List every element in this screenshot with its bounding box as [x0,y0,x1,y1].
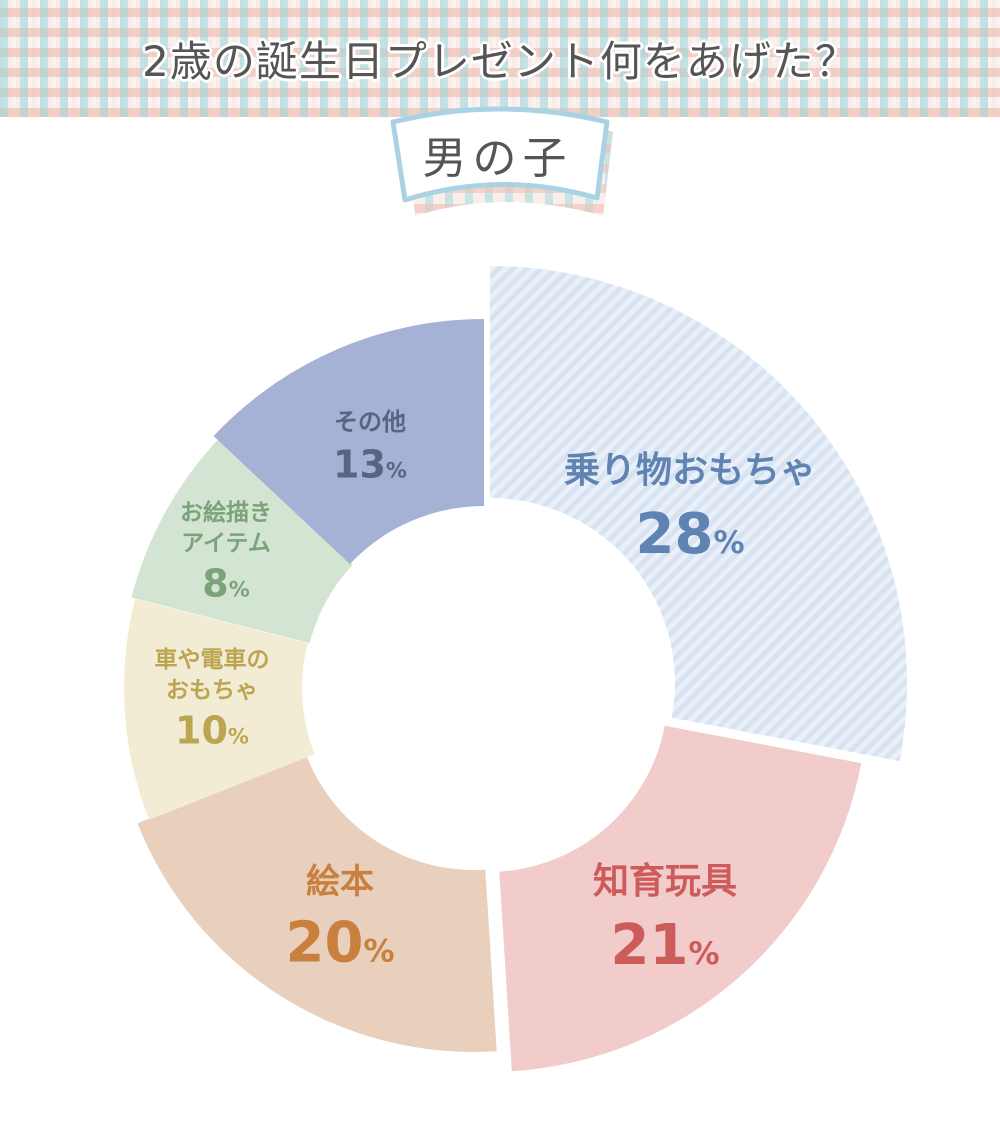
slice-label: 乗り物おもちゃ 28% [564,450,816,567]
donut-slice [131,438,353,644]
donut-slice [490,266,907,762]
plaid-header-band [0,0,1000,117]
slice-label: 絵本 20% [286,862,395,975]
donut-slice [123,598,315,820]
donut-slice [213,319,484,565]
category-badge [390,106,613,216]
donut-slice [137,756,497,1052]
slice-label: その他 13% [333,408,407,487]
badge-label: 男の子 [422,133,573,184]
badge-frame [390,106,610,203]
slice-label: お絵描きアイテム 8% [180,499,272,606]
slice-label: 車や電車のおもちゃ 10% [155,647,270,753]
slice-label: 知育玩具 21% [593,861,737,978]
donut-slice [499,725,862,1072]
page-title: 2歳の誕生日プレゼント何をあげた？ [142,37,858,86]
